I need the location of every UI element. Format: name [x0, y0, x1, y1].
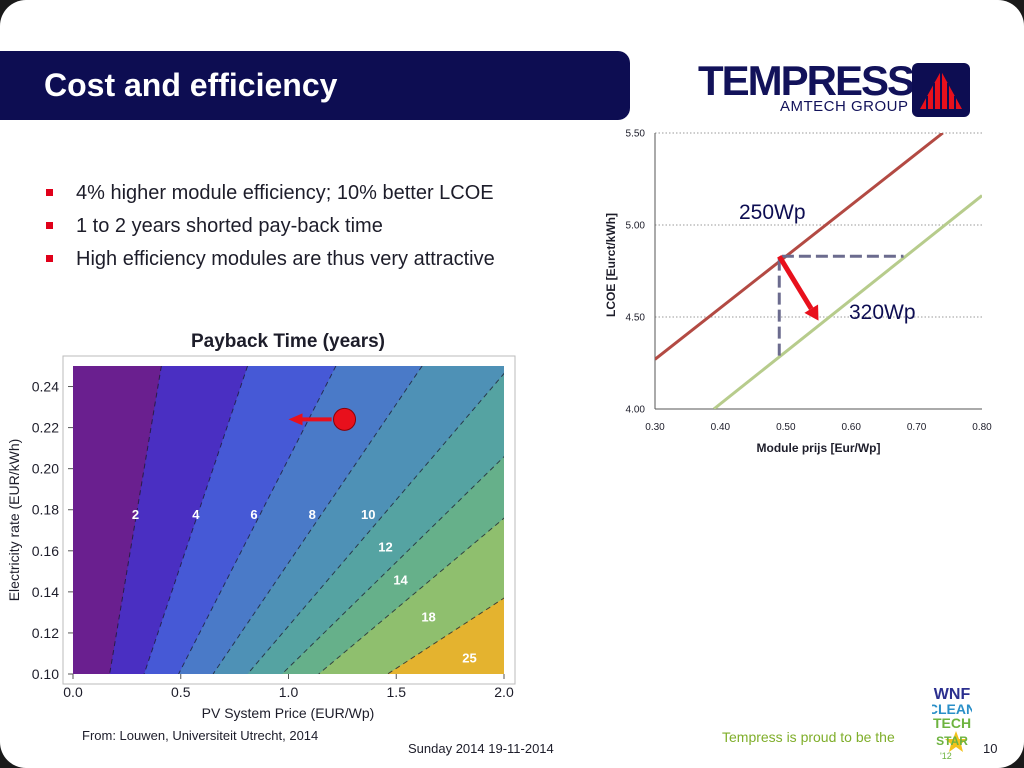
payback-contour-line — [212, 366, 423, 674]
payback-band — [73, 366, 162, 674]
lcoe-x-tick-label: 0.80 — [972, 422, 992, 433]
payback-x-axis-title: PV System Price (EUR/Wp) — [202, 705, 375, 721]
title-bar: Cost and efficiency — [0, 51, 630, 120]
bullet-square-icon — [46, 189, 53, 196]
payback-x-tick-label: 1.0 — [279, 684, 299, 700]
payback-contour-label: 8 — [309, 507, 316, 522]
bullet-square-icon — [46, 222, 53, 229]
payback-y-tick-label: 0.18 — [32, 502, 59, 518]
payback-contour-label: 6 — [250, 507, 257, 522]
payback-contour-line — [178, 366, 337, 674]
payback-contour-line — [318, 517, 504, 674]
bullet-list: 4% higher module efficiency; 10% better … — [44, 177, 495, 276]
payback-y-tick-label: 0.12 — [32, 625, 59, 641]
badge-wnf: WNF — [934, 686, 971, 703]
payback-arrow-head-icon — [288, 413, 303, 426]
bullet-text: 1 to 2 years shorted pay-back time — [76, 215, 383, 237]
bullet-item: High efficiency modules are thus very at… — [44, 243, 495, 276]
payback-x-tick-label: 0.0 — [63, 684, 83, 700]
payback-y-tick-label: 0.14 — [32, 584, 59, 600]
payback-y-tick-label: 0.20 — [32, 461, 59, 477]
payback-contour-label: 18 — [421, 610, 435, 625]
lcoe-label-250wp: 250Wp — [739, 201, 806, 224]
badge-year: '12 — [940, 751, 952, 761]
payback-x-tick-label: 1.5 — [387, 684, 407, 700]
payback-contour-label: 12 — [378, 540, 392, 555]
lcoe-arrow-head-icon — [804, 304, 819, 321]
tempress-sail-icon — [912, 63, 970, 117]
bullet-item: 4% higher module efficiency; 10% better … — [44, 177, 495, 210]
footer-date: Sunday 2014 19-11-2014 — [408, 741, 554, 756]
lcoe-series-line — [712, 194, 982, 409]
lcoe-y-tick-label: 5.00 — [626, 221, 646, 232]
payback-x-tick-label: 0.5 — [171, 684, 191, 700]
payback-y-tick-label: 0.24 — [32, 379, 59, 395]
payback-y-axis-title: Electricity rate (EUR/kWh) — [6, 439, 22, 602]
payback-chart: 2 4 6 8 10 12 14 18 25 0.0 0.5 1.0 1.5 2.0 0.10 0.12 0.1… — [6, 331, 516, 721]
payback-contour-label: 4 — [192, 507, 200, 522]
lcoe-y-tick-label: 4.00 — [626, 405, 646, 416]
payback-y-tick-label: 0.16 — [32, 543, 59, 559]
lcoe-y-tick-label: 4.50 — [626, 313, 646, 324]
payback-contour-line — [247, 372, 504, 674]
payback-marker — [333, 407, 357, 431]
payback-contour-line — [387, 597, 504, 674]
bullet-text: High efficiency modules are thus very at… — [76, 248, 495, 270]
payback-contour-label: 2 — [132, 507, 139, 522]
lcoe-x-tick-label: 0.70 — [907, 422, 927, 433]
lcoe-chart: 4.00 4.50 5.00 5.50 0.30 0.40 0.50 0.60 0.70 0.80… — [604, 129, 992, 456]
logo-wordmark: TEMPRESS — [698, 57, 915, 104]
payback-y-tick-label: 0.22 — [32, 420, 59, 436]
bullet-item: 1 to 2 years shorted pay-back time — [44, 210, 495, 243]
lcoe-x-axis-title: Module prijs [Eur/Wp] — [757, 441, 881, 455]
lcoe-x-tick-label: 0.30 — [645, 422, 665, 433]
payback-contour-line — [109, 366, 162, 674]
payback-contour-label: 25 — [462, 651, 476, 666]
lcoe-arrow-shaft — [777, 254, 814, 311]
payback-contour-label: 14 — [393, 573, 408, 588]
page-number: 10 — [983, 741, 998, 756]
payback-contour-line — [281, 456, 504, 674]
tempress-logo: TEMPRESS AMTECH GROUP — [698, 57, 973, 120]
bullet-square-icon — [46, 255, 53, 262]
payback-contour-line — [143, 366, 249, 674]
badge-star: STAR — [936, 734, 968, 748]
payback-x-tick-label: 2.0 — [494, 684, 514, 700]
lcoe-x-tick-label: 0.40 — [711, 422, 731, 433]
payback-title: Payback Time (years) — [191, 331, 385, 352]
badge-tech: TECH — [933, 715, 971, 731]
payback-bands — [73, 366, 504, 674]
wnf-cleantech-star-badge: WNF CLEAN TECH STAR '12 — [928, 683, 976, 763]
bullet-text: 4% higher module efficiency; 10% better … — [76, 182, 494, 204]
logo-subtitle: AMTECH GROUP — [780, 98, 909, 115]
footer-proud-text: Tempress is proud to be the — [722, 729, 895, 745]
source-note: From: Louwen, Universiteit Utrecht, 2014 — [82, 728, 319, 743]
lcoe-x-tick-label: 0.60 — [841, 422, 861, 433]
payback-contour-label: 10 — [361, 507, 375, 522]
slide-title: Cost and efficiency — [44, 67, 338, 103]
badge-clean: CLEAN — [932, 701, 972, 717]
payback-y-tick-label: 0.10 — [32, 666, 59, 682]
lcoe-label-320wp: 320Wp — [849, 301, 916, 324]
star-icon — [945, 731, 967, 752]
lcoe-x-tick-label: 0.50 — [776, 422, 796, 433]
lcoe-y-tick-label: 5.50 — [626, 129, 646, 140]
lcoe-y-axis-title: LCOE [Eurct/kWh] — [604, 213, 618, 317]
lcoe-series-line — [655, 133, 944, 361]
